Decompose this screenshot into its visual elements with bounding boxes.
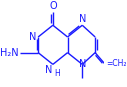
Text: H: H (55, 69, 60, 78)
Text: N: N (29, 32, 37, 42)
Text: H₂N: H₂N (0, 48, 19, 58)
Text: =CH₂: =CH₂ (106, 60, 126, 68)
Text: O: O (49, 1, 57, 11)
Text: N: N (45, 65, 52, 75)
Text: N: N (79, 59, 86, 69)
Text: N: N (79, 14, 86, 24)
